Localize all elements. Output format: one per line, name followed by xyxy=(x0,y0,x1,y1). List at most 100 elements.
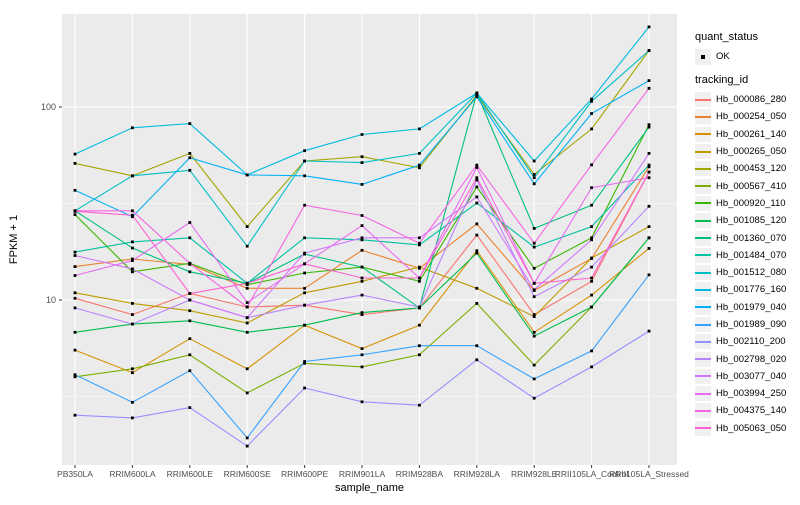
data-point-marker xyxy=(245,244,249,248)
data-point-marker xyxy=(532,295,536,299)
legend-color-line xyxy=(695,167,711,170)
data-point-marker xyxy=(245,281,249,285)
data-point-marker xyxy=(303,361,306,365)
data-point-marker xyxy=(360,161,364,164)
data-point-marker xyxy=(188,292,192,295)
data-point-marker xyxy=(360,279,364,283)
legend-swatch xyxy=(695,126,711,142)
data-point-marker xyxy=(73,330,77,334)
data-point-marker xyxy=(418,323,421,327)
data-point-marker xyxy=(245,225,249,228)
data-point-marker xyxy=(418,276,421,280)
data-point-marker xyxy=(131,371,134,375)
data-point-marker xyxy=(418,236,421,240)
data-point-marker xyxy=(188,319,192,323)
legend-entry-Hb_003077_040: Hb_003077_040 xyxy=(695,368,786,385)
legend-label: Hb_000254_050 xyxy=(716,111,787,123)
data-point-marker xyxy=(73,152,77,156)
data-point-marker xyxy=(475,185,479,189)
x-tick-label: RRIM928LE xyxy=(511,469,558,479)
data-point-marker xyxy=(647,329,651,333)
legend-color-line xyxy=(695,150,711,153)
legend-color-line xyxy=(695,358,711,361)
data-point-marker xyxy=(532,182,536,186)
tracking-id-legend-entries: Hb_000086_280 Hb_000254_050 Hb_000261_140 H… xyxy=(695,91,786,437)
legend-color-line xyxy=(695,427,711,430)
data-point-marker xyxy=(73,291,77,295)
data-point-marker xyxy=(532,377,536,381)
ok-point-icon xyxy=(701,54,705,59)
legend-label: Hb_002798_020 xyxy=(716,353,787,365)
data-point-marker xyxy=(188,236,192,240)
x-tick-label: RRIM928BA xyxy=(396,469,444,479)
data-point-marker xyxy=(418,279,421,283)
data-point-marker xyxy=(73,209,77,213)
legend-entry-Hb_000086_280: Hb_000086_280 xyxy=(695,91,786,108)
data-point-marker xyxy=(647,49,651,52)
data-point-marker xyxy=(303,360,306,363)
data-point-marker xyxy=(532,245,536,249)
data-point-marker xyxy=(418,163,421,167)
legend-label: Hb_005063_050 xyxy=(716,422,787,434)
legend-color-line xyxy=(695,98,711,101)
legend-entry-ok: OK xyxy=(695,48,730,65)
data-point-marker xyxy=(532,281,536,285)
legend-entry-Hb_001360_070: Hb_001360_070 xyxy=(695,229,786,246)
y-tick-label: 100 xyxy=(41,102,56,112)
legend-entry-Hb_001989_090: Hb_001989_090 xyxy=(695,316,786,333)
legend-entry-Hb_001776_160: Hb_001776_160 xyxy=(695,281,786,298)
legend-swatch xyxy=(695,230,711,246)
legend-label: Hb_000265_050 xyxy=(716,146,787,158)
data-point-marker xyxy=(647,163,651,167)
data-point-marker xyxy=(590,225,593,228)
data-point-marker xyxy=(131,259,134,262)
legend-swatch xyxy=(695,317,711,332)
legend-color-line xyxy=(695,185,711,188)
data-point-marker xyxy=(532,313,536,316)
data-point-marker xyxy=(131,174,134,178)
x-tick-label: RRIM600SE xyxy=(224,469,272,479)
legend-label: Hb_004375_140 xyxy=(716,405,787,417)
data-point-marker xyxy=(590,203,593,207)
data-point-marker xyxy=(131,209,134,213)
legend-entry-Hb_001085_120: Hb_001085_120 xyxy=(695,212,786,229)
data-point-marker xyxy=(303,291,306,295)
data-point-marker xyxy=(245,367,249,371)
data-point-marker xyxy=(532,266,536,270)
legend-entry-Hb_003994_250: Hb_003994_250 xyxy=(695,385,786,402)
legend-swatch xyxy=(695,92,711,108)
data-point-marker xyxy=(245,321,249,325)
data-point-marker xyxy=(647,152,651,155)
data-point-marker xyxy=(188,309,192,313)
data-point-marker xyxy=(647,125,651,129)
legend-color-line xyxy=(695,323,711,326)
data-point-marker xyxy=(360,238,364,242)
legend-entry-Hb_002798_020: Hb_002798_020 xyxy=(695,350,786,367)
data-point-marker xyxy=(532,334,536,338)
data-point-marker xyxy=(303,236,306,240)
data-point-marker xyxy=(360,347,364,350)
data-point-marker xyxy=(73,213,77,216)
data-point-marker xyxy=(532,330,536,334)
data-point-marker xyxy=(303,174,306,178)
data-point-marker xyxy=(532,288,536,292)
data-point-marker xyxy=(647,123,651,127)
data-point-marker xyxy=(131,257,134,261)
data-point-marker xyxy=(245,436,249,440)
data-point-marker xyxy=(418,403,421,407)
legend-label: Hb_001979_040 xyxy=(716,301,787,313)
data-point-marker xyxy=(73,254,77,257)
data-point-marker xyxy=(303,386,306,390)
legend-color-line xyxy=(695,271,711,274)
x-axis-title: sample_name xyxy=(335,482,404,494)
data-point-marker xyxy=(131,313,134,316)
legend-label: Hb_003077_040 xyxy=(716,370,787,382)
data-point-marker xyxy=(647,176,651,180)
data-point-marker xyxy=(647,170,651,174)
plot-svg: 10 100 PB350LA RRIM600LA RRIM600LE RRIM600SE R… xyxy=(8,14,689,494)
data-point-marker xyxy=(475,166,479,169)
data-point-marker xyxy=(360,311,364,314)
data-point-marker xyxy=(73,413,77,417)
data-point-marker xyxy=(590,112,593,115)
legend-swatch xyxy=(695,213,711,229)
